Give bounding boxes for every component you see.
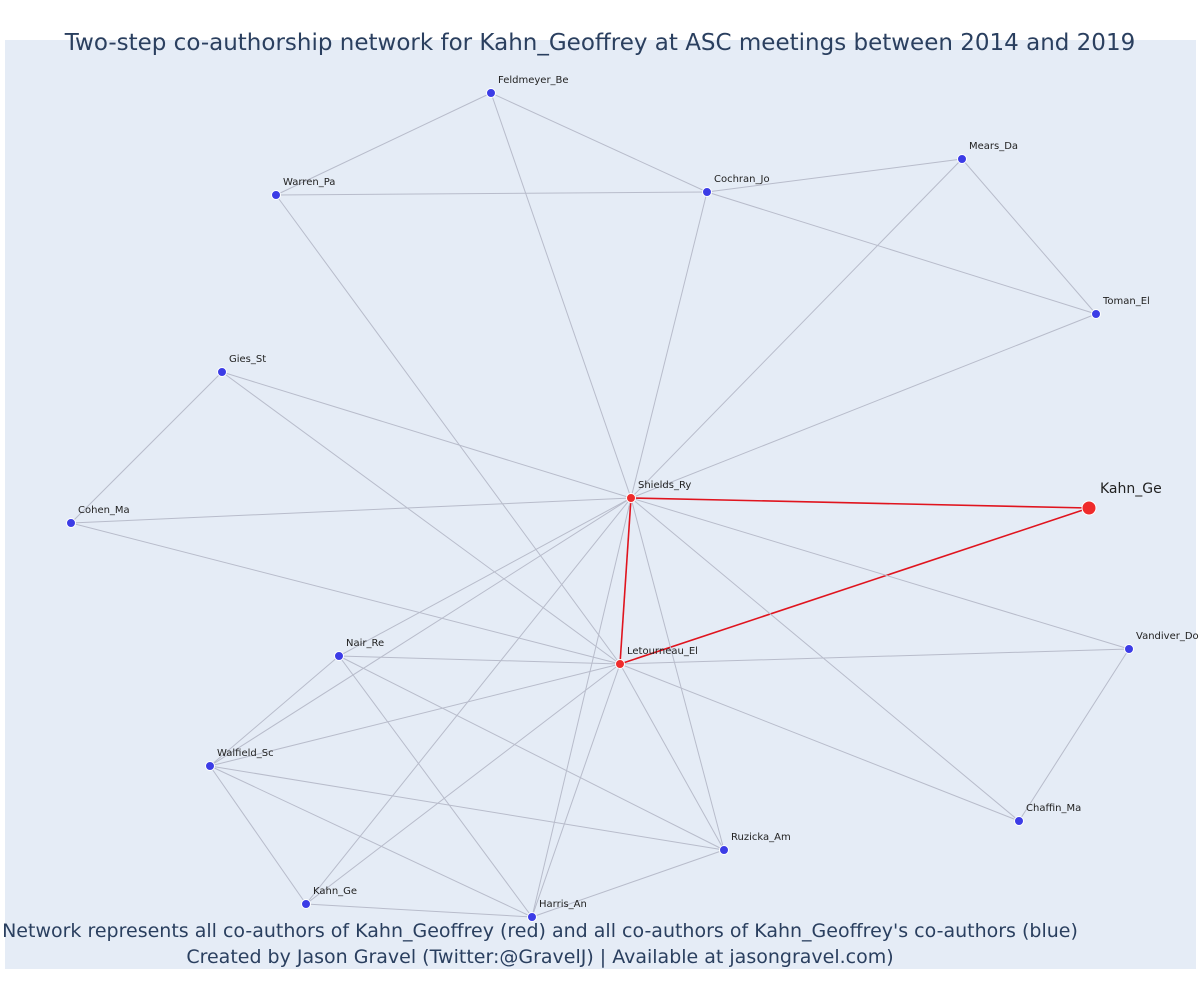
node-Walfield_Sc[interactable] [205,761,215,771]
edge-Kahn_Ge_coauthor-Letourneau_El [305,663,621,905]
node-Ruzicka_Am[interactable] [719,845,729,855]
chart-caption: Network represents all co-authors of Kah… [0,918,1080,970]
edge-Cohen_Ma-Shields_Ry [70,497,632,524]
edge-Nair_Re-Shields_Ry [338,497,632,657]
labels-layer: Kahn_Ge Shields_Ry Letourneau_El Feldmeyer_… [78,75,1199,910]
node-label-Vandiver_Do: Vandiver_Do [1136,631,1199,642]
edge-Cohen_Ma-Letourneau_El [70,522,621,665]
edge-Warren_Pa-Letourneau_El [275,194,621,665]
edge-Letourneau_El-Kahn_Ge_focal [619,507,1090,665]
node-label-Harris_An: Harris_An [539,899,587,910]
node-Feldmeyer_Be[interactable] [486,88,496,98]
caption-line-1: Network represents all co-authors of Kah… [2,920,1078,942]
edge-Feldmeyer_Be-Warren_Pa [275,92,492,196]
edge-Vandiver_Do-Shields_Ry [630,497,1130,650]
edge-Nair_Re-Walfield_Sc [209,655,340,767]
node-label-Letourneau_El: Letourneau_El [627,646,698,657]
node-Nair_Re[interactable] [334,651,344,661]
node-Cochran_Jo[interactable] [702,187,712,197]
edge-Cochran_Jo-Mears_Da [706,158,963,193]
edge-Walfield_Sc-Kahn_Ge_coauthor [209,765,307,905]
edge-Gies_St-Letourneau_El [221,371,621,665]
edge-Shields_Ry-Letourneau_El [619,497,632,665]
node-label-Warren_Pa: Warren_Pa [283,177,335,188]
node-label-Kahn_Ge_coauthor: Kahn_Ge [313,886,357,897]
node-label-Chaffin_Ma: Chaffin_Ma [1026,803,1081,814]
node-Vandiver_Do[interactable] [1124,644,1134,654]
node-label-Feldmeyer_Be: Feldmeyer_Be [498,75,569,86]
caption-line-2: Created by Jason Gravel (Twitter:@Gravel… [186,946,894,968]
edge-Vandiver_Do-Chaffin_Ma [1018,648,1130,822]
plot-area [5,40,1196,969]
node-Toman_El[interactable] [1091,309,1101,319]
edge-Chaffin_Ma-Letourneau_El [619,663,1020,822]
edge-Walfield_Sc-Harris_An [209,765,533,918]
chart-title: Two-step co-authorship network for Kahn_… [64,30,1136,56]
edge-Warren_Pa-Cochran_Jo [275,191,708,196]
node-label-Mears_Da: Mears_Da [969,141,1018,152]
node-Kahn_Ge_coauthor[interactable] [301,899,311,909]
edge-Kahn_Ge_coauthor-Shields_Ry [305,497,632,905]
edge-Chaffin_Ma-Shields_Ry [630,497,1020,822]
node-Cohen_Ma[interactable] [66,518,76,528]
node-label-Ruzicka_Am: Ruzicka_Am [731,832,791,843]
edge-Cochran_Jo-Shields_Ry [630,191,708,499]
node-label-Toman_El: Toman_El [1102,296,1150,307]
edge-Vandiver_Do-Letourneau_El [619,648,1130,665]
edge-Cochran_Jo-Toman_El [706,191,1097,315]
node-Chaffin_Ma[interactable] [1014,816,1024,826]
node-label-Nair_Re: Nair_Re [346,638,384,649]
edge-Mears_Da-Toman_El [961,158,1097,315]
edge-Walfield_Sc-Shields_Ry [209,497,632,767]
edge-Walfield_Sc-Letourneau_El [209,663,621,767]
node-Kahn_Ge_focal[interactable] [1081,500,1097,516]
node-label-Kahn_Ge_focal: Kahn_Ge [1100,481,1162,497]
edge-Gies_St-Cohen_Ma [70,371,223,524]
node-Warren_Pa[interactable] [271,190,281,200]
edge-Harris_An-Letourneau_El [531,663,621,918]
edge-Toman_El-Shields_Ry [630,313,1097,499]
edge-Ruzicka_Am-Letourneau_El [619,663,725,851]
edge-Nair_Re-Ruzicka_Am [338,655,725,851]
edge-Walfield_Sc-Ruzicka_Am [209,765,725,851]
edge-Feldmeyer_Be-Cochran_Jo [490,92,708,193]
edge-Kahn_Ge_coauthor-Harris_An [305,903,533,918]
node-Gies_St[interactable] [217,367,227,377]
nodes-layer [66,88,1134,922]
edge-Ruzicka_Am-Harris_An [531,849,725,918]
edge-Gies_St-Shields_Ry [221,371,632,499]
edge-Shields_Ry-Kahn_Ge_focal [630,497,1090,509]
node-label-Gies_St: Gies_St [229,354,266,365]
node-label-Walfield_Sc: Walfield_Sc [217,748,274,759]
node-label-Cochran_Jo: Cochran_Jo [714,174,770,185]
node-Shields_Ry[interactable] [626,493,636,503]
node-Harris_An[interactable] [527,912,537,922]
node-Mears_Da[interactable] [957,154,967,164]
node-Letourneau_El[interactable] [615,659,625,669]
edge-Harris_An-Shields_Ry [531,497,632,918]
edge-Mears_Da-Shields_Ry [630,158,963,499]
node-label-Shields_Ry: Shields_Ry [638,480,691,491]
edge-Ruzicka_Am-Shields_Ry [630,497,725,851]
node-label-Cohen_Ma: Cohen_Ma [78,505,130,516]
edges-layer [70,92,1130,918]
edge-Nair_Re-Letourneau_El [338,655,621,665]
edge-Nair_Re-Harris_An [338,655,533,918]
edge-Feldmeyer_Be-Shields_Ry [490,92,632,499]
